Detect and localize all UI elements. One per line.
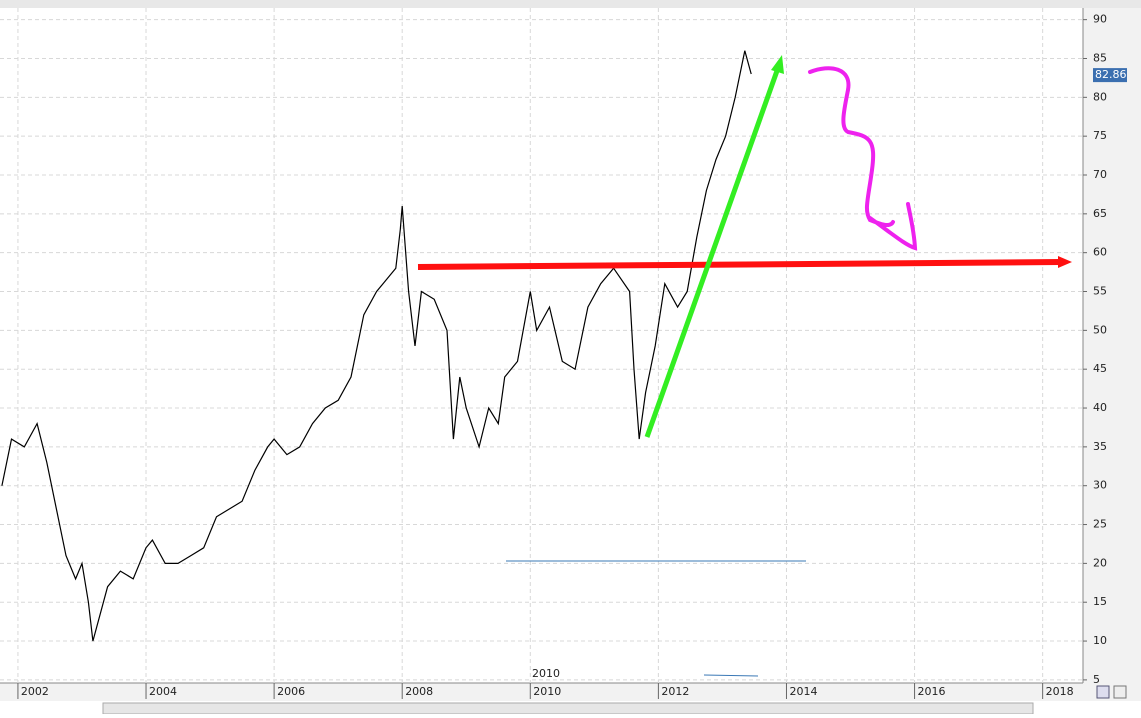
x-tick-label: 2006 — [277, 685, 305, 698]
green-arrow-head — [771, 55, 784, 74]
y-tick-label: 45 — [1093, 362, 1107, 375]
y-tick-label: 5 — [1093, 673, 1100, 686]
magenta-forecast-scribble — [808, 66, 918, 251]
x-tick-label: 2012 — [661, 685, 689, 698]
y-tick-label: 85 — [1093, 51, 1107, 64]
y-axis-area — [1083, 8, 1141, 683]
x-tick-label: 2018 — [1046, 685, 1074, 698]
y-tick-label: 25 — [1093, 518, 1107, 531]
x-tick-label: 2002 — [21, 685, 49, 698]
y-tick-label: 75 — [1093, 129, 1107, 142]
y-tick-label: 30 — [1093, 479, 1107, 492]
pin-button[interactable] — [1113, 685, 1127, 699]
y-tick-label: 35 — [1093, 440, 1107, 453]
last-price-label: 82.86 — [1095, 68, 1127, 81]
save-button[interactable] — [1096, 685, 1110, 699]
y-tick-label: 50 — [1093, 323, 1107, 336]
x-tick-label: 2008 — [405, 685, 433, 698]
x-tick-label: 2004 — [149, 685, 177, 698]
y-tick-label: 40 — [1093, 401, 1107, 414]
scrollbar[interactable] — [102, 702, 1034, 715]
last-price-box — [1093, 68, 1127, 83]
y-tick-label: 65 — [1093, 207, 1107, 220]
green-trend-line — [644, 67, 781, 438]
x-tick-label: 2010 — [533, 685, 561, 698]
header-strip — [0, 0, 1141, 8]
y-tick-label: 70 — [1093, 168, 1107, 181]
x-axis-area — [0, 683, 1141, 701]
red-arrow-head — [1058, 256, 1072, 268]
x-tick-label: 2016 — [918, 685, 946, 698]
y-tick-label: 80 — [1093, 90, 1107, 103]
y-tick-label: 55 — [1093, 285, 1107, 298]
drawn-blue-line — [703, 674, 759, 677]
annotation-label: 2010 — [532, 667, 560, 680]
y-tick-label: 60 — [1093, 246, 1107, 259]
x-tick-label: 2014 — [789, 685, 817, 698]
y-tick-label: 10 — [1093, 634, 1107, 647]
price-line — [1, 50, 752, 642]
y-tick-label: 20 — [1093, 556, 1107, 569]
red-support-line — [417, 259, 1061, 270]
y-tick-label: 15 — [1093, 595, 1107, 608]
y-tick-label: 90 — [1093, 13, 1107, 26]
